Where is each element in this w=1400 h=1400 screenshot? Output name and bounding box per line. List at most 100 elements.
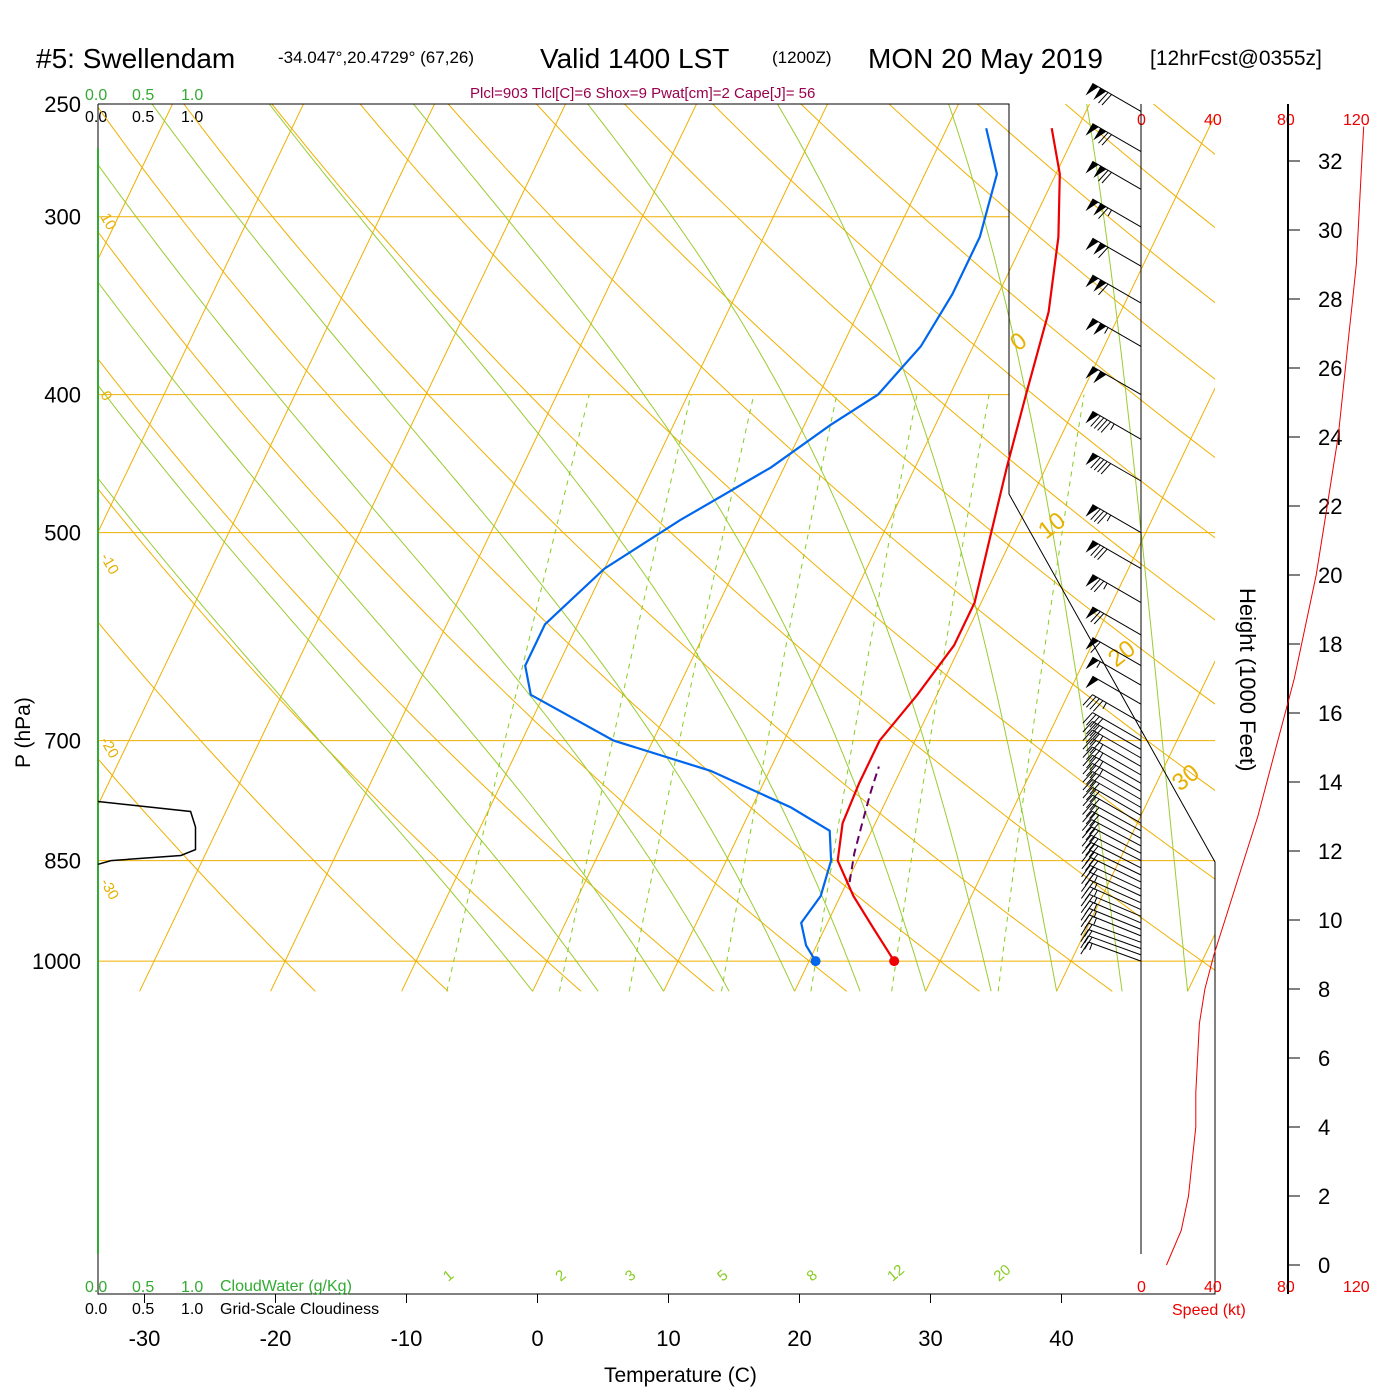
speed-top-120: 120 (1343, 112, 1370, 129)
speed-bot-80: 80 (1277, 1279, 1295, 1296)
barb-full-790 (1089, 791, 1100, 803)
barb-full-880 (1088, 860, 1099, 873)
barb-full-780 (1086, 781, 1097, 793)
barb-full-840 (1085, 828, 1096, 841)
wind-barb-990 (1080, 935, 1142, 956)
barb-staff-660 (1092, 675, 1142, 705)
barb-full-780 (1089, 783, 1100, 795)
barb-half-430 (1110, 423, 1115, 431)
cw-bscale-2: 1.0 (181, 1279, 203, 1296)
barb-staff-890 (1089, 864, 1142, 890)
barb-full-500 (1097, 512, 1108, 525)
pressure-tick-700: 700 (44, 729, 81, 754)
temperature-axis: -30 -20 -10 0 10 20 30 40 (129, 1294, 1074, 1351)
isotherm-label-0: 0 (97, 388, 116, 404)
wind-barb-460 (1085, 452, 1142, 482)
mixing-ratio-label-20: 20 (991, 1261, 1015, 1285)
moist-adiabat-30 (776, 104, 1058, 992)
barb-staff-620 (1092, 637, 1142, 667)
cw-scale-0: 0.0 (85, 87, 107, 104)
height-tick-8: 8 (1318, 977, 1330, 1002)
barb-full-890 (1084, 866, 1095, 879)
wind-barb-890 (1081, 864, 1142, 890)
wind-barb-830 (1081, 819, 1142, 847)
barb-staff-930 (1089, 893, 1142, 917)
barb-flag-400 (1085, 366, 1099, 379)
height-tick-26: 26 (1318, 356, 1342, 381)
barb-staff-305 (1092, 198, 1142, 228)
dry-adiabat-70 (536, 104, 1215, 705)
mixing-ratio-label-3: 3 (622, 1267, 639, 1285)
speed-top-40: 40 (1204, 112, 1222, 129)
isotherm-20 (925, 387, 1215, 992)
barb-full-790 (1082, 787, 1093, 799)
moist-adiabat-15 (268, 104, 861, 992)
wind-barb-370 (1085, 317, 1142, 347)
temp-tick--30: -30 (129, 1326, 161, 1351)
barb-full-850 (1088, 838, 1099, 851)
pressure-tick-300: 300 (44, 205, 81, 230)
barb-full-710 (1086, 723, 1097, 735)
wind-barb-270 (1085, 123, 1142, 153)
height-axis-label: Height (1000 Feet) (1235, 588, 1260, 771)
barb-full-860 (1081, 842, 1092, 854)
cl-bscale-0: 0.0 (85, 1301, 107, 1318)
barb-flag-325 (1085, 238, 1099, 251)
wind-barb-325 (1085, 237, 1142, 267)
y-axis-label: P (hPa) (12, 697, 35, 768)
wind-barb-930 (1080, 893, 1142, 917)
barb-staff-950 (1088, 907, 1142, 930)
pressure-tick-400: 400 (44, 383, 81, 408)
barb-staff-990 (1088, 935, 1142, 956)
barb-full-430 (1100, 421, 1112, 433)
barb-full-253 (1101, 94, 1112, 106)
barb-half-960 (1093, 917, 1097, 925)
dry-adiabat--30 (98, 758, 316, 992)
barb-half-370 (1104, 327, 1109, 334)
barb-full-253 (1098, 92, 1109, 104)
barb-full-990 (1084, 936, 1093, 950)
barb-full-720 (1082, 729, 1093, 741)
height-tick-28: 28 (1318, 287, 1342, 312)
barb-full-720 (1086, 731, 1097, 743)
barb-flag-640 (1085, 657, 1099, 670)
wind-barb-345 (1085, 274, 1142, 304)
barb-full-730 (1082, 738, 1093, 750)
dry-adiabat-90 (712, 104, 1215, 539)
barb-half-720 (1098, 735, 1104, 743)
dry-adiabat-30 (183, 104, 1113, 992)
barb-full-740 (1082, 746, 1093, 758)
dry-adiabat-10 (98, 231, 848, 992)
barb-full-740 (1089, 750, 1100, 762)
wind-barb-750 (1082, 754, 1142, 784)
isotherm-label-10: 10 (97, 210, 120, 233)
barb-staff-900 (1089, 871, 1142, 897)
barb-staff-910 (1089, 879, 1142, 904)
cl-bscale-1: 0.5 (132, 1301, 154, 1318)
cl-scale-1: 0.5 (132, 109, 154, 126)
moist-adiabat-25 (587, 104, 992, 992)
barb-full-870 (1088, 853, 1099, 866)
barb-staff-720 (1092, 729, 1142, 759)
speed-scale-top: 0 40 80 120 (1137, 112, 1370, 129)
mixing-ratio-2 (558, 394, 692, 992)
barb-staff-560 (1092, 574, 1142, 604)
barb-full-750 (1082, 754, 1093, 767)
barb-full-830 (1089, 823, 1099, 835)
barb-flag-530 (1085, 540, 1099, 553)
barb-staff-750 (1092, 754, 1142, 784)
wind-barb-820 (1082, 810, 1142, 839)
isotherm-label--10: -10 (97, 550, 123, 577)
speed-bot-0: 0 (1137, 1279, 1146, 1296)
temp-tick-30: 30 (918, 1326, 942, 1351)
dry-adiabat-50 (359, 104, 1215, 880)
station-title: #5: Swellendam (36, 43, 235, 74)
speed-bot-40: 40 (1204, 1279, 1222, 1296)
barb-staff-730 (1092, 738, 1142, 767)
moist-adiabat-20 (413, 104, 927, 992)
barb-full-680 (1092, 700, 1104, 712)
barb-half-730 (1098, 744, 1104, 751)
barb-staff-400 (1092, 366, 1142, 396)
barb-full-700 (1089, 716, 1100, 728)
isotherm--60 (98, 104, 304, 534)
